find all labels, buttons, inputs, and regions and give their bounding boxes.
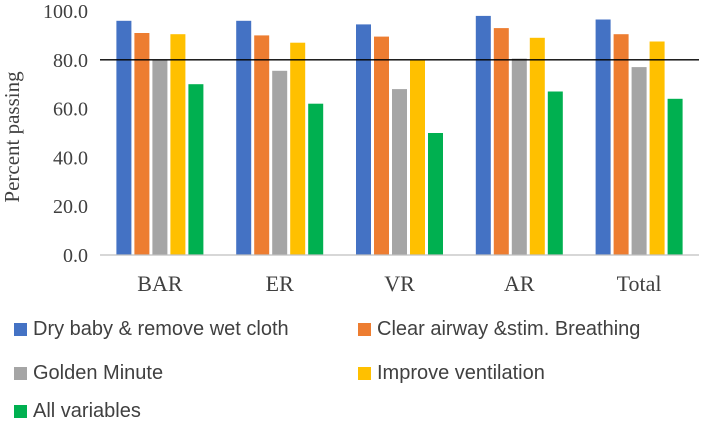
- x-tick-label: BAR: [137, 271, 183, 296]
- legend-swatch: [358, 323, 371, 336]
- legend-label: Dry baby & remove wet cloth: [33, 318, 289, 340]
- bar-vr-series-4: [410, 59, 425, 255]
- bar-total-series-2: [613, 34, 629, 256]
- bar-vr-series-3: [392, 89, 407, 255]
- y-tick-label: 60.0: [53, 99, 88, 121]
- bar-bar-series-4: [170, 34, 186, 256]
- bar-ar-series-5: [547, 91, 563, 255]
- bar-ar-series-1: [475, 15, 491, 256]
- x-tick-label: Total: [617, 271, 662, 296]
- bar-total-series-5: [667, 98, 683, 255]
- bar-er-series-1: [236, 20, 252, 255]
- bar-total-series-1: [595, 19, 611, 255]
- bar-er-series-3: [272, 70, 288, 255]
- bar-bar-series-5: [188, 84, 204, 255]
- legend-label: Improve ventilation: [377, 362, 545, 384]
- legend-swatch: [358, 367, 371, 380]
- x-tick-label: AR: [504, 271, 535, 296]
- bar-chart: Percent passing 0.0 20.0 40.0 60.0 80.0 100.0…: [0, 1, 699, 296]
- bar-ar-series-3: [511, 58, 527, 255]
- y-axis-label: Percent passing: [0, 71, 24, 203]
- bar-vr-series-2: [374, 36, 389, 255]
- bar-vr-series-1: [356, 24, 371, 256]
- legend-swatch: [14, 405, 27, 418]
- bar-bar-series-3: [152, 59, 168, 255]
- legend-label: All variables: [33, 400, 141, 422]
- legend-label: Clear airway &stim. Breathing: [377, 318, 641, 340]
- bar-er-series-2: [254, 35, 270, 256]
- legend-swatch: [14, 323, 27, 336]
- y-tick-label: 40.0: [53, 147, 88, 169]
- legend-swatch: [14, 367, 27, 380]
- legend-item: Golden Minute: [14, 362, 163, 385]
- x-tick-label: ER: [266, 271, 294, 296]
- y-tick-label: 20.0: [53, 196, 88, 218]
- bar-er-series-4: [290, 42, 306, 256]
- y-tick-label: 80.0: [53, 50, 88, 72]
- y-tick-label: 0.0: [63, 245, 88, 267]
- y-tick-label: 100.0: [43, 1, 88, 23]
- bar-bar-series-2: [134, 33, 150, 255]
- bar-vr-series-5: [428, 133, 443, 255]
- x-tick-label: VR: [384, 271, 415, 296]
- legend-item: Dry baby & remove wet cloth: [14, 318, 289, 341]
- bar-total-series-4: [649, 41, 665, 255]
- bar-er-series-5: [308, 103, 324, 255]
- bar-ar-series-4: [529, 37, 545, 255]
- bar-ar-series-2: [493, 28, 509, 255]
- legend-label: Golden Minute: [33, 362, 164, 384]
- legend-item: All variables: [14, 400, 141, 423]
- bar-bar-series-1: [116, 20, 132, 255]
- legend-item: Clear airway &stim. Breathing: [358, 318, 640, 341]
- chart-legend: Dry baby & remove wet cloth Clear airway …: [0, 312, 709, 422]
- bar-total-series-3: [631, 67, 647, 255]
- legend-item: Improve ventilation: [358, 362, 545, 385]
